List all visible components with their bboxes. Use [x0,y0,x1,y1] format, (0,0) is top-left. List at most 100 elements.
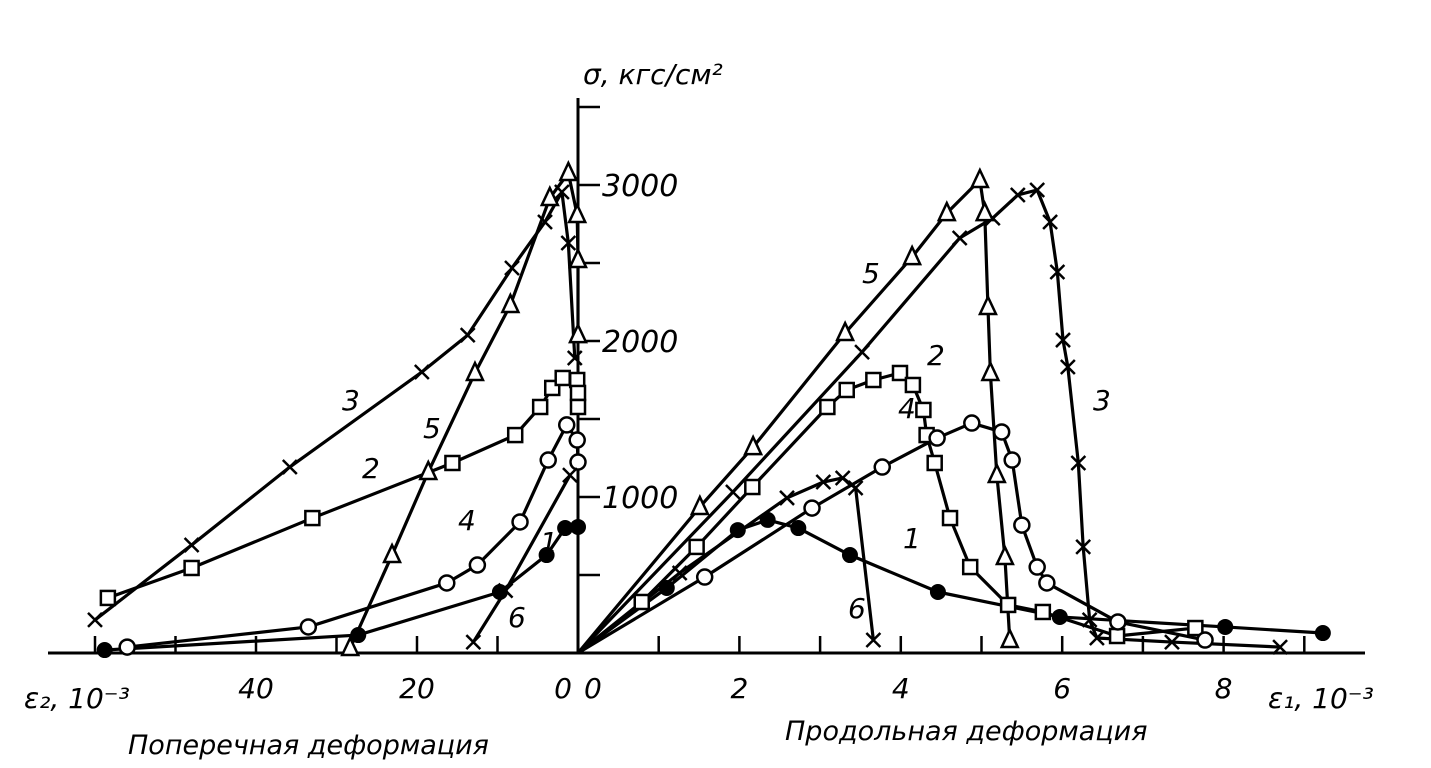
right-x-tick-label: 6 [1053,672,1071,705]
triangle-marker [936,200,957,222]
cross-marker [459,327,476,343]
triangle-marker [902,244,923,266]
right-x-tick-label: 0 [584,672,602,705]
curve-5-right [576,178,1012,655]
square-marker [961,558,979,576]
triangle-marker [977,294,998,316]
open-circle-marker [873,458,891,476]
square-marker [1108,627,1126,645]
square-marker [531,398,549,416]
square-marker [904,376,922,394]
triangle-marker [999,627,1020,649]
open-circle-marker [992,423,1011,441]
cross-marker [1049,264,1066,280]
cross-marker [1272,639,1288,655]
series-label-1-left: 1 [540,526,558,559]
cross-marker [1164,634,1180,650]
right-x-tick-label: 8 [1215,672,1233,705]
cross-marker [560,235,577,251]
square-marker [865,371,882,389]
triangle-marker [835,320,856,342]
open-circle-marker [928,429,946,447]
open-circle-marker [569,453,587,471]
right-caption: Продольная деформация [785,716,1147,747]
filled-circle-marker [96,642,113,659]
square-marker [554,369,571,387]
cross-marker [865,632,882,648]
triangle-marker [539,185,560,207]
triangle-marker [558,160,579,182]
triangle-marker [689,494,710,516]
cross-marker [834,470,851,486]
cross-marker [1042,214,1058,230]
square-marker [891,364,909,382]
cross-marker [1089,630,1105,646]
square-marker [941,509,959,527]
cross-marker [1070,455,1087,471]
y-tick-label: 3000 [602,169,678,204]
open-circle-marker [1013,516,1031,534]
square-marker [569,398,587,416]
cross-marker [847,480,864,496]
curve-3-left [94,190,577,622]
square-marker [819,398,836,416]
cross-marker [554,184,570,200]
square-marker [569,384,587,402]
filled-circle-marker [350,627,367,644]
cross-marker [1059,359,1076,375]
series-label-2-right: 2 [927,339,945,372]
curve-3-right [576,188,1281,655]
filled-circle-marker [1314,625,1331,642]
open-circle-marker [118,638,136,656]
series-label-6-left: 6 [508,601,526,634]
triangle-marker [567,202,588,224]
y-tick-label: 2000 [602,325,678,360]
filled-circle-marker [790,520,807,537]
open-circle-marker [299,618,318,636]
y-axis-label: σ, кгс/см² [583,58,723,91]
cross-marker [779,490,795,506]
series-label-1-right: 1 [903,522,921,555]
open-circle-marker [468,556,487,574]
filled-circle-marker [1217,618,1234,635]
cross-marker [537,214,553,230]
square-marker [999,596,1017,614]
filled-circle-marker [729,522,746,539]
filled-circle-marker [570,518,586,535]
series-label-3-left: 3 [342,384,360,417]
cross-marker [183,537,200,553]
open-circle-marker [568,431,586,449]
cross-marker [281,459,298,475]
open-circle-marker [803,499,821,517]
open-circle-marker [1196,631,1214,649]
open-circle-marker [1028,558,1046,576]
triangle-marker [980,360,1001,382]
open-circle-marker [1003,451,1021,469]
cross-marker [465,634,482,650]
filled-circle-marker [1051,608,1068,625]
series-label-5-left: 5 [423,412,441,445]
cross-marker [562,467,578,484]
filled-circle-marker [557,520,574,537]
right-x-axis-label: ε₁, 10⁻³ [1268,682,1374,715]
filled-circle-marker [759,511,776,528]
cross-marker [725,484,741,500]
cross-marker [671,565,688,581]
filled-circle-marker [658,579,675,596]
y-tick-label: 1000 [602,481,678,516]
left-x-tick-label: 0 [554,672,572,705]
series-label-2-left: 2 [362,452,380,485]
triangle-marker [340,635,361,657]
cross-marker [1081,612,1098,628]
left-caption: Поперечная деформация [128,730,489,761]
left-x-tick-label: 40 [238,672,274,705]
open-circle-marker [438,574,456,592]
cross-marker [951,230,968,246]
open-circle-marker [539,451,557,469]
cross-marker [854,344,870,360]
cross-marker [1029,182,1046,198]
markers [87,160,1331,659]
square-marker [633,593,651,611]
